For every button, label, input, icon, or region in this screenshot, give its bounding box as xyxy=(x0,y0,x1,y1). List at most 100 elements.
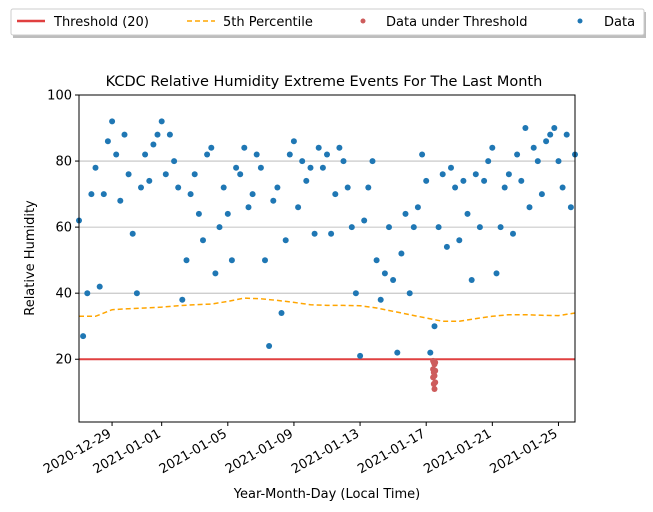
data-point xyxy=(216,224,223,231)
data-point xyxy=(456,237,463,244)
data-point xyxy=(419,151,426,158)
data-point xyxy=(241,144,248,151)
x-tick-label: 2021-01-25 xyxy=(488,426,561,477)
x-axis: 2020-12-292021-01-012021-01-052021-01-09… xyxy=(41,422,560,477)
data-point xyxy=(319,164,326,171)
data-point xyxy=(460,177,467,184)
data-point xyxy=(187,191,194,198)
data-point xyxy=(448,164,454,171)
data-point xyxy=(497,224,504,231)
data-point xyxy=(336,144,343,151)
data-point xyxy=(195,210,202,217)
data-point xyxy=(307,164,314,171)
data-point xyxy=(249,191,256,198)
data-point xyxy=(274,184,281,191)
data-point xyxy=(423,177,430,184)
data-point xyxy=(212,270,219,277)
under-threshold-point xyxy=(431,372,438,379)
x-tick-label: 2021-01-21 xyxy=(421,426,494,477)
data-point xyxy=(332,191,339,198)
under-threshold-point xyxy=(432,359,439,366)
data-point xyxy=(104,138,111,145)
x-tick-label: 2021-01-13 xyxy=(289,426,362,477)
data-point xyxy=(402,210,409,217)
data-point xyxy=(547,131,554,138)
y-tick-label: 80 xyxy=(55,155,72,170)
data-point xyxy=(150,141,157,148)
data-point xyxy=(361,217,368,224)
data-point xyxy=(121,131,128,138)
data-point xyxy=(142,151,149,158)
x-axis-label: Year-Month-Day (Local Time) xyxy=(233,487,420,502)
data-point xyxy=(166,131,173,138)
legend-threshold-label: Threshold (20) xyxy=(53,15,149,30)
data-point xyxy=(489,144,496,151)
data-point xyxy=(414,204,421,211)
data-point xyxy=(253,151,260,158)
data-point xyxy=(299,158,306,165)
data-point xyxy=(344,184,351,191)
data-point xyxy=(390,277,397,283)
data-point xyxy=(464,210,471,217)
data-point xyxy=(518,177,525,184)
data-point xyxy=(179,296,186,303)
data-point xyxy=(559,184,566,191)
data-point xyxy=(369,158,376,165)
y-tick-label: 20 xyxy=(55,353,72,368)
data-point xyxy=(183,257,190,264)
data-point xyxy=(200,237,206,244)
data-point xyxy=(381,270,388,277)
data-point xyxy=(398,250,405,257)
data-point xyxy=(468,277,475,283)
legend-data-label: Data xyxy=(604,15,635,30)
data-point xyxy=(228,257,235,264)
data-point xyxy=(100,191,107,198)
y-tick-label: 100 xyxy=(47,89,72,104)
under-threshold-point xyxy=(431,386,438,392)
data-point xyxy=(328,230,335,237)
legend: Threshold (20) 5th Percentile Data under… xyxy=(10,8,646,38)
x-tick-label: 2021-01-09 xyxy=(223,426,296,477)
legend-percentile-label: 5th Percentile xyxy=(223,15,313,30)
data-point xyxy=(204,151,211,158)
data-point xyxy=(439,171,446,178)
data-point xyxy=(386,224,392,231)
data-point xyxy=(373,257,380,264)
data-point xyxy=(133,290,140,297)
data-point xyxy=(324,151,330,158)
data-point xyxy=(543,138,550,145)
data-point xyxy=(352,290,359,297)
data-point xyxy=(237,171,244,178)
data-point xyxy=(278,310,285,316)
data-point xyxy=(117,197,124,204)
data-point xyxy=(171,158,178,165)
axes-frame xyxy=(78,94,576,423)
data-point xyxy=(534,158,541,165)
data-point xyxy=(410,224,417,231)
data-point xyxy=(282,237,289,244)
data-point xyxy=(191,171,198,178)
data-point xyxy=(233,164,240,171)
data-point xyxy=(505,171,512,178)
data-point xyxy=(262,257,268,264)
data-point xyxy=(311,230,318,237)
data-point xyxy=(295,204,302,211)
data-point xyxy=(113,151,120,158)
data-point xyxy=(514,151,521,158)
data-point xyxy=(129,230,136,237)
data-point xyxy=(394,349,401,356)
data-point xyxy=(348,224,355,231)
data-point xyxy=(538,191,545,198)
data-point xyxy=(162,171,169,178)
plot-marks xyxy=(76,118,578,392)
data-point xyxy=(286,151,293,158)
data-point xyxy=(315,144,322,151)
data-point xyxy=(224,210,231,217)
data-point xyxy=(96,283,103,290)
data-point xyxy=(485,158,492,165)
data-point xyxy=(175,184,182,191)
data-point xyxy=(80,333,87,340)
data-point xyxy=(406,290,413,297)
percentile-line xyxy=(79,297,576,323)
